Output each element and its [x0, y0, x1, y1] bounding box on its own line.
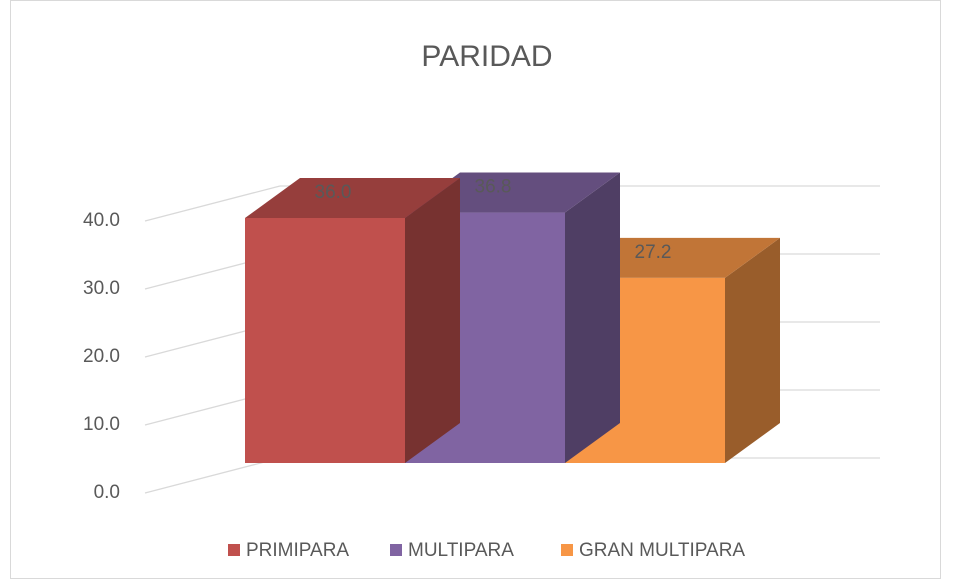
bar-top	[245, 178, 460, 218]
y-tick-label: 0.0	[94, 482, 120, 503]
legend-label: PRIMIPARA	[246, 540, 349, 561]
y-tick-label: 40.0	[83, 210, 120, 231]
y-tick-label: 20.0	[83, 346, 120, 367]
grid-line	[144, 457, 281, 494]
data-label: 36.8	[475, 177, 512, 198]
y-tick-label: 10.0	[83, 414, 120, 435]
bar-side	[565, 172, 620, 464]
data-label: 36.0	[315, 182, 352, 203]
legend-label: MULTIPARA	[408, 540, 514, 561]
bar-side	[725, 237, 780, 463]
grid-line	[144, 185, 281, 222]
legend-swatch	[228, 544, 240, 556]
bar	[245, 218, 405, 463]
legend-swatch	[561, 544, 573, 556]
data-label: 27.2	[635, 242, 672, 263]
bar-side	[405, 178, 460, 463]
chart-title: PARIDAD	[421, 40, 552, 73]
legend-swatch	[390, 544, 402, 556]
legend-label: GRAN MULTIPARA	[579, 540, 745, 561]
y-tick-label: 30.0	[83, 278, 120, 299]
